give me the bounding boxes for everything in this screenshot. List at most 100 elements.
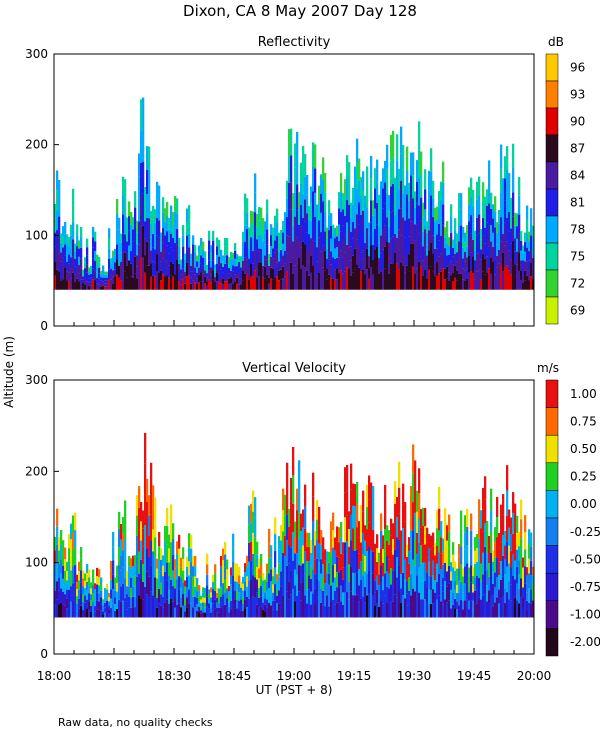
velocity-cell	[430, 576, 433, 591]
velocity-cell	[322, 577, 325, 591]
reflectivity-cell	[176, 244, 179, 260]
reflectivity-cell	[396, 160, 399, 187]
velocity-cell	[458, 556, 461, 569]
reflectivity-cell	[400, 126, 403, 154]
velocity-cell	[350, 566, 353, 592]
reflectivity-cell	[470, 271, 473, 290]
reflectivity-cell	[372, 245, 375, 260]
colorbar-label: 1.00	[570, 387, 597, 401]
velocity-cell	[460, 581, 463, 600]
velocity-cell	[326, 606, 329, 618]
velocity-cell	[122, 517, 125, 534]
reflectivity-cell	[120, 280, 123, 290]
reflectivity-cell	[480, 259, 483, 270]
velocity-cell	[310, 540, 313, 553]
reflectivity-cell	[518, 233, 521, 253]
velocity-cell	[498, 589, 501, 604]
reflectivity-cell	[346, 244, 349, 268]
velocity-cell	[248, 598, 251, 618]
velocity-cell	[226, 559, 229, 570]
velocity-cell	[54, 563, 57, 578]
reflectivity-cell	[370, 178, 373, 201]
reflectivity-cell	[362, 171, 365, 191]
reflectivity-cell	[466, 257, 469, 269]
velocity-cell	[312, 569, 315, 594]
reflectivity-cell	[82, 273, 85, 277]
velocity-cell	[238, 592, 241, 601]
velocity-cell	[106, 589, 109, 596]
reflectivity-cell	[220, 283, 223, 290]
reflectivity-cell	[204, 264, 207, 271]
velocity-cell	[172, 554, 175, 571]
reflectivity-cell	[228, 267, 231, 274]
reflectivity-cell	[110, 284, 113, 290]
reflectivity-cell	[158, 220, 161, 238]
reflectivity-cell	[184, 277, 187, 284]
reflectivity-cell	[104, 277, 107, 281]
velocity-cell	[394, 503, 397, 527]
reflectivity-cell	[436, 206, 439, 221]
reflectivity-cell	[302, 265, 305, 290]
reflectivity-cell	[78, 273, 81, 282]
reflectivity-cell	[516, 264, 519, 278]
velocity-cell	[344, 592, 347, 618]
reflectivity-cell	[328, 244, 331, 260]
velocity-cell	[124, 578, 127, 598]
reflectivity-cell	[438, 256, 441, 274]
velocity-cell	[224, 567, 227, 580]
reflectivity-cell	[240, 278, 243, 285]
velocity-cell	[190, 534, 193, 549]
velocity-cell	[324, 571, 327, 584]
velocity-cell	[276, 603, 279, 611]
velocity-cell	[532, 609, 535, 618]
velocity-cell	[66, 608, 69, 618]
velocity-cell	[410, 507, 413, 530]
reflectivity-cell	[434, 207, 437, 222]
reflectivity-cell	[112, 250, 115, 258]
reflectivity-cell	[110, 268, 113, 274]
velocity-cell	[400, 588, 403, 603]
reflectivity-cell	[100, 270, 103, 275]
reflectivity-cell	[316, 247, 319, 262]
velocity-cell	[412, 559, 415, 589]
reflectivity-cell	[152, 261, 155, 276]
reflectivity-cell	[160, 261, 163, 271]
velocity-cell	[118, 564, 121, 583]
reflectivity-cell	[80, 279, 83, 290]
velocity-cell	[464, 549, 467, 567]
velocity-cell	[364, 540, 367, 556]
reflectivity-cell	[106, 286, 109, 290]
velocity-cell	[200, 595, 203, 600]
reflectivity-cell	[298, 192, 301, 209]
reflectivity-cell	[354, 207, 357, 229]
reflectivity-cell	[506, 217, 509, 242]
velocity-cell	[194, 607, 197, 618]
velocity-cell	[482, 531, 485, 553]
velocity-cell	[96, 567, 99, 577]
reflectivity-cell	[404, 255, 407, 273]
reflectivity-cell	[452, 247, 455, 257]
reflectivity-cell	[168, 265, 171, 278]
velocity-cell	[306, 603, 309, 618]
reflectivity-cell	[270, 235, 273, 246]
reflectivity-cell	[446, 266, 449, 279]
reflectivity-cell	[198, 282, 201, 290]
reflectivity-cell	[470, 177, 473, 197]
velocity-cell	[408, 577, 411, 591]
reflectivity-cell	[356, 138, 359, 164]
velocity-cell	[310, 552, 313, 566]
velocity-cell	[178, 576, 181, 590]
velocity-cell	[234, 563, 237, 573]
velocity-cell	[70, 586, 73, 602]
velocity-cell	[210, 602, 213, 608]
velocity-cell	[204, 607, 207, 613]
reflectivity-cell	[146, 146, 149, 170]
reflectivity-cell	[156, 235, 159, 254]
reflectivity-cell	[488, 268, 491, 290]
velocity-cell	[448, 600, 451, 618]
reflectivity-cell	[370, 200, 373, 223]
velocity-cell	[86, 608, 89, 618]
reflectivity-cell	[210, 282, 213, 290]
reflectivity-cell	[450, 204, 453, 219]
reflectivity-cell	[414, 207, 417, 225]
